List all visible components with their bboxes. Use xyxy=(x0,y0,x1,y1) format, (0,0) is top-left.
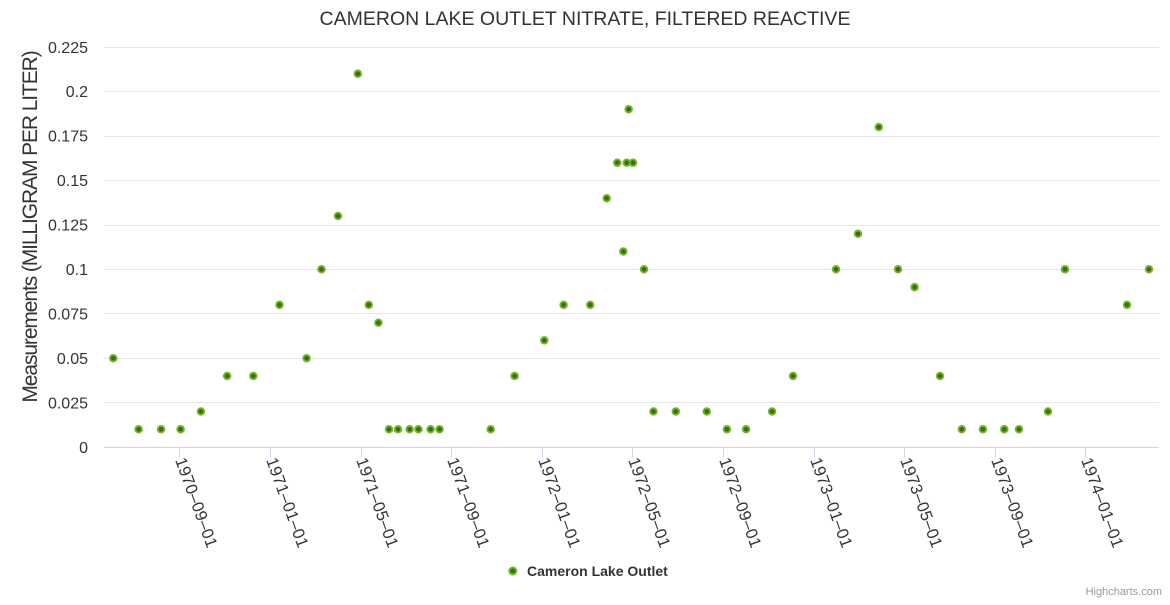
svg-text:0.15: 0.15 xyxy=(57,173,88,190)
svg-text:Measurements (MILLIGRAM PER LI: Measurements (MILLIGRAM PER LITER) xyxy=(19,51,42,402)
svg-text:CAMERON LAKE OUTLET NITRATE, F: CAMERON LAKE OUTLET NITRATE, FILTERED RE… xyxy=(320,8,851,30)
svg-text:0: 0 xyxy=(79,440,88,457)
svg-text:0.175: 0.175 xyxy=(48,129,88,146)
svg-text:0.025: 0.025 xyxy=(48,396,88,413)
svg-text:0.075: 0.075 xyxy=(48,307,88,324)
svg-text:0.225: 0.225 xyxy=(48,40,88,57)
svg-text:Highcharts.com: Highcharts.com xyxy=(1086,586,1162,598)
svg-text:0.05: 0.05 xyxy=(57,351,88,368)
svg-text:0.2: 0.2 xyxy=(66,84,88,101)
svg-text:0.125: 0.125 xyxy=(48,218,88,235)
svg-text:Cameron Lake Outlet: Cameron Lake Outlet xyxy=(527,563,668,579)
svg-text:0.1: 0.1 xyxy=(66,262,88,279)
